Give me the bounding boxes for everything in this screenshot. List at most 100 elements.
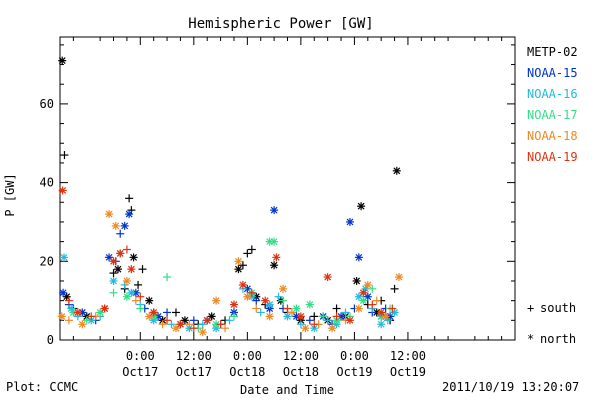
- data-point: [64, 296, 73, 305]
- chart-title: Hemispheric Power [GW]: [188, 16, 373, 32]
- data-point: [270, 237, 279, 246]
- data-point: [328, 324, 337, 333]
- data-point: [96, 308, 105, 317]
- data-point: [247, 288, 256, 297]
- data-point: [372, 296, 381, 305]
- south-marker-symbol: +: [527, 301, 534, 315]
- plot-source: Plot: CCMC: [6, 380, 79, 394]
- data-point: [296, 320, 305, 329]
- data-point: [359, 288, 368, 297]
- data-point: [283, 304, 292, 313]
- data-point: [109, 257, 118, 266]
- legend-entry: NOAA-16: [527, 87, 578, 101]
- data-point: [163, 273, 172, 282]
- data-point: [78, 320, 87, 329]
- data-point: [305, 300, 314, 309]
- data-point: [59, 288, 68, 297]
- data-point: [113, 265, 122, 274]
- x-tick-time-label: 0:00: [233, 349, 262, 363]
- data-point: [203, 316, 212, 325]
- data-point: [116, 249, 125, 258]
- data-point: [243, 292, 252, 301]
- data-point: [305, 316, 314, 325]
- data-point: [127, 265, 136, 274]
- data-point: [292, 304, 301, 313]
- data-point: [301, 324, 310, 333]
- data-point: [212, 296, 221, 305]
- data-point: [57, 312, 66, 321]
- data-point: [176, 320, 185, 329]
- data-point: [368, 300, 377, 309]
- data-point: [198, 320, 207, 329]
- data-point: [287, 308, 296, 317]
- data-point: [256, 308, 265, 317]
- data-point: [109, 276, 118, 285]
- legend-entry: NOAA-18: [527, 129, 578, 143]
- x-tick-date-label: Oct17: [122, 365, 158, 379]
- data-point: [180, 316, 189, 325]
- data-point: [345, 217, 354, 226]
- data-point: [390, 284, 399, 293]
- x-tick-date-label: Oct19: [336, 365, 372, 379]
- data-point: [354, 304, 363, 313]
- data-point: [229, 312, 238, 321]
- data-point: [252, 296, 261, 305]
- data-point: [105, 210, 114, 219]
- data-point: [377, 320, 386, 329]
- data-point: [323, 316, 332, 325]
- data-point: [60, 151, 69, 160]
- data-point: [198, 328, 207, 337]
- data-point: [134, 280, 143, 289]
- y-tick-label: 60: [40, 97, 54, 111]
- data-point: [279, 296, 288, 305]
- data-point: [138, 265, 147, 274]
- data-point: [310, 320, 319, 329]
- data-point: [283, 312, 292, 321]
- data-point: [129, 253, 138, 262]
- data-point: [116, 229, 125, 238]
- x-tick-date-label: Oct17: [176, 365, 212, 379]
- legend-entry: NOAA-17: [527, 108, 578, 122]
- x-tick-date-label: Oct18: [283, 365, 319, 379]
- x-axis-label: Date and Time: [240, 383, 334, 397]
- data-point: [58, 56, 67, 65]
- x-tick-time-label: 0:00: [126, 349, 155, 363]
- data-point: [319, 312, 328, 321]
- x-axis: 0:00 Oct17 12:00 Oct17 0:00 Oct18 12:00 Oct18 0:…: [72, 37, 503, 379]
- data-point: [388, 304, 397, 313]
- data-point: [167, 320, 176, 329]
- data-point: [216, 320, 225, 329]
- data-point: [122, 292, 131, 301]
- data-point: [332, 312, 341, 321]
- data-point: [136, 292, 145, 301]
- data-point: [270, 206, 279, 215]
- data-point: [171, 308, 180, 317]
- x-tick-date-label: Oct19: [390, 365, 426, 379]
- legend-entry: NOAA-19: [527, 150, 578, 164]
- x-tick-date-label: Oct18: [229, 365, 265, 379]
- data-point: [163, 316, 172, 325]
- y-tick-label: 20: [40, 254, 54, 268]
- data-point: [87, 312, 96, 321]
- plot-timestamp: 2011/10/19 13:20:07: [442, 380, 580, 394]
- data-point: [392, 166, 401, 175]
- x-tick-time-label: 0:00: [340, 349, 369, 363]
- y-axis-label: P [GW]: [3, 173, 17, 216]
- data-point: [238, 280, 247, 289]
- y-tick-label: 40: [40, 176, 54, 190]
- data-point: [64, 316, 73, 325]
- data-point: [238, 261, 247, 270]
- data-point: [111, 221, 120, 230]
- y-axis: 0 20 40 60: [40, 44, 515, 347]
- data-point: [109, 288, 118, 297]
- data-point: [145, 296, 154, 305]
- data-point: [100, 304, 109, 313]
- data-point: [357, 202, 366, 211]
- data-point: [323, 273, 332, 282]
- data-point: [73, 308, 82, 317]
- data-point: [310, 312, 319, 321]
- data-point: [341, 308, 350, 317]
- y-tick-label: 0: [47, 333, 54, 347]
- legend-entry: NOAA-15: [527, 66, 578, 80]
